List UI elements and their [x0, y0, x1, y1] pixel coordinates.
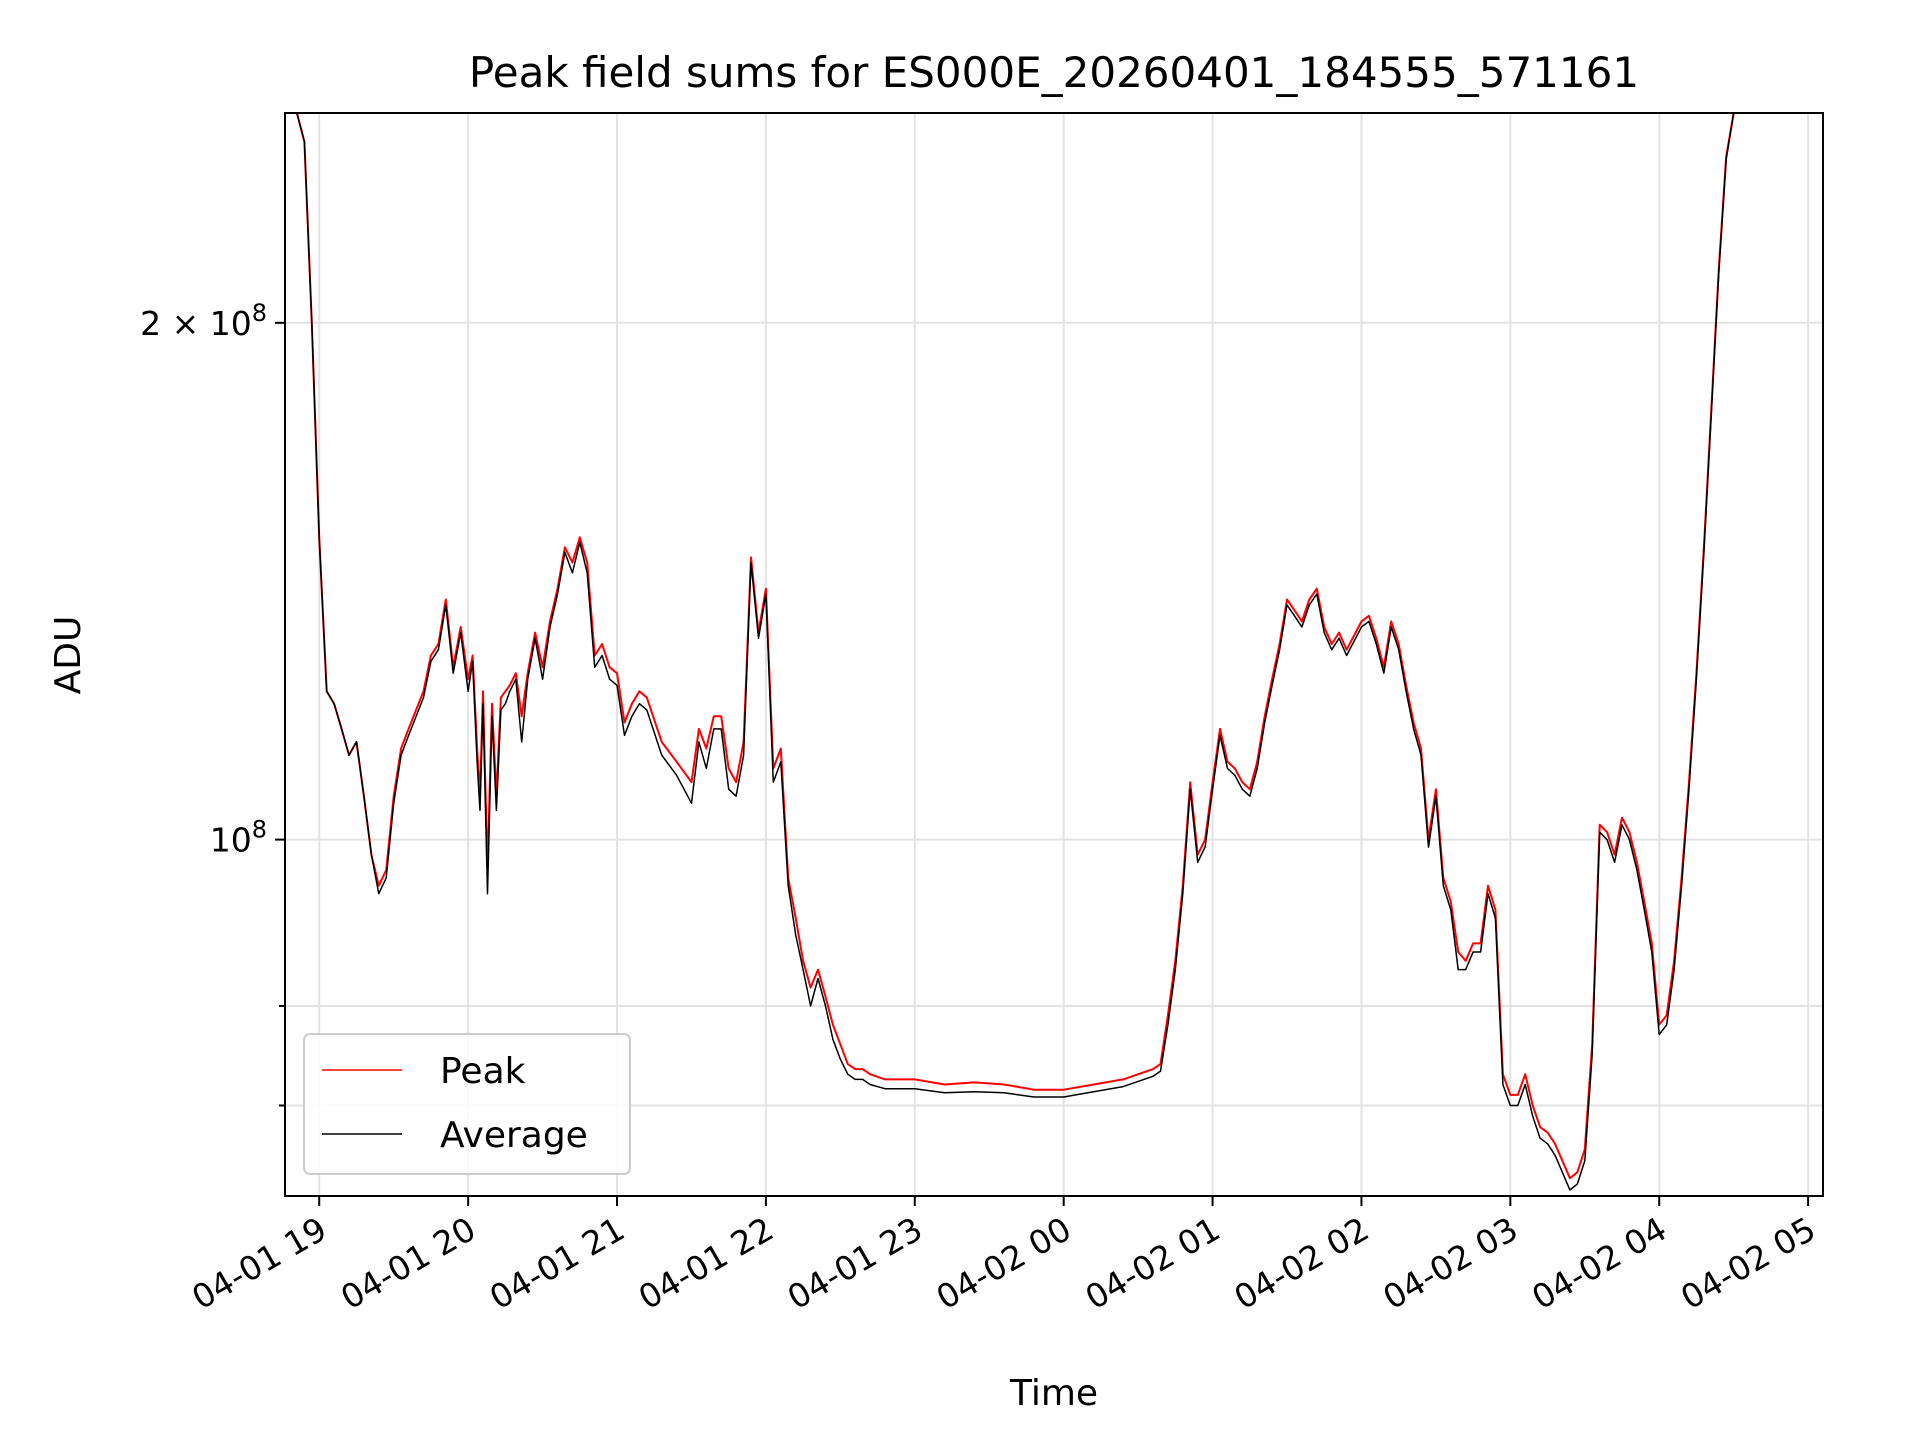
- y-tick-exponent: 8: [252, 816, 267, 844]
- legend-average-label: Average: [440, 1115, 588, 1156]
- series-line-average: [285, 113, 1749, 1191]
- plot-frame: [284, 112, 1824, 1197]
- y-tick-exponent: 8: [252, 299, 267, 327]
- legend-box: [303, 1033, 631, 1175]
- y-tick-base: 10: [210, 821, 252, 860]
- y-tick-label: 2 × 108: [140, 299, 267, 343]
- x-axis-label: Time: [1009, 1373, 1098, 1414]
- y-tick-base: 2 × 10: [140, 304, 252, 343]
- y-tick-label: 108: [210, 816, 267, 860]
- y-axis-label: ADU: [48, 616, 89, 695]
- series-layer: [285, 113, 1749, 1191]
- chart-title: Peak field sums for ES000E_20260401_1845…: [469, 48, 1639, 97]
- legend-peak-label: Peak: [440, 1051, 526, 1092]
- legend: Peak Average: [303, 1033, 631, 1175]
